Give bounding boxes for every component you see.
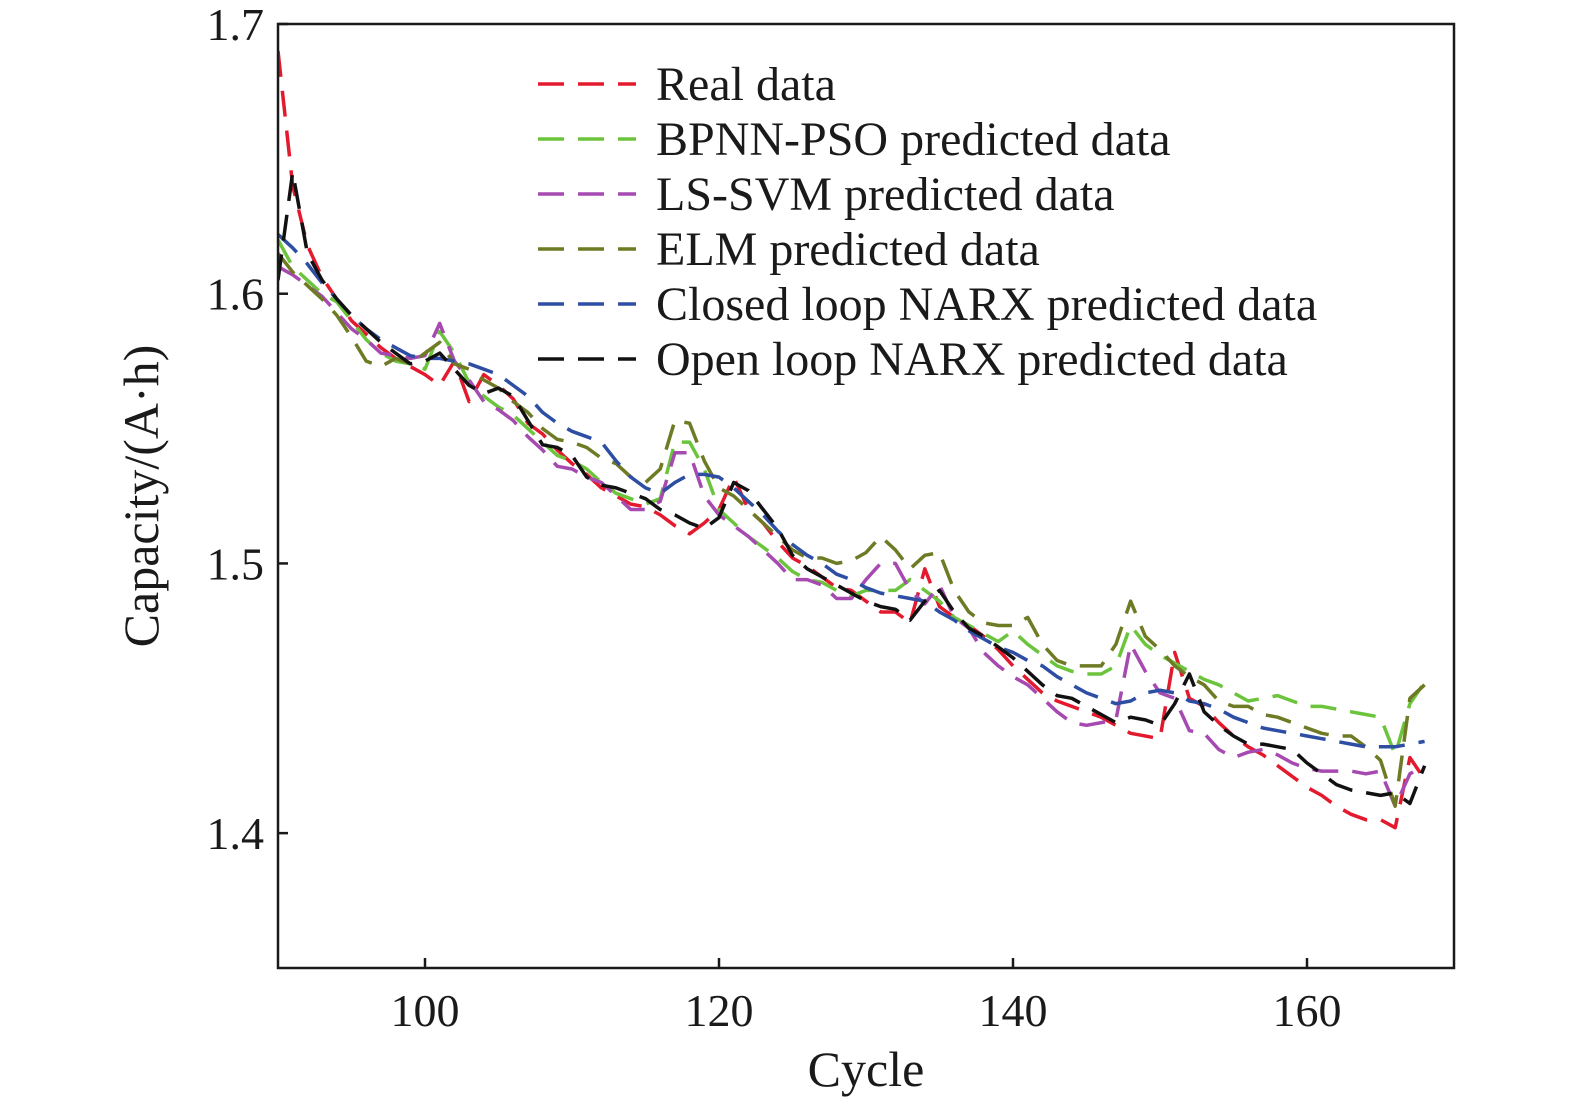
legend-label-2: BPNN-PSO predicted data bbox=[656, 113, 1171, 166]
series-line-1 bbox=[278, 50, 1427, 830]
x-tick-label: 160 bbox=[1273, 985, 1342, 1036]
x-axis: 100 120 140 160 bbox=[391, 958, 1342, 1036]
series-line-5 bbox=[278, 233, 1425, 749]
y-axis-title: Capacity/(A·h) bbox=[113, 345, 169, 648]
x-tick-label: 120 bbox=[685, 985, 754, 1036]
legend-label-6: Open loop NARX predicted data bbox=[656, 333, 1288, 386]
plot-frame bbox=[276, 22, 1456, 970]
series-line-4 bbox=[278, 252, 1426, 808]
legend-label-4: ELM predicted data bbox=[656, 223, 1040, 276]
y-tick-label: 1.7 bbox=[207, 0, 265, 50]
legend-label-3: LS-SVM predicted data bbox=[656, 168, 1115, 221]
y-tick-label: 1.4 bbox=[207, 808, 265, 859]
x-tick-label: 100 bbox=[391, 985, 460, 1036]
series-lines bbox=[278, 50, 1427, 830]
y-tick-label: 1.5 bbox=[207, 538, 265, 589]
x-tick-label: 140 bbox=[979, 985, 1048, 1036]
y-tick-label: 1.6 bbox=[207, 269, 265, 320]
y-axis: 1.4 1.5 1.6 1.7 bbox=[207, 0, 288, 859]
legend-label-1: Real data bbox=[656, 58, 836, 111]
series-line-3 bbox=[278, 265, 1426, 808]
legend-label-5: Closed loop NARX predicted data bbox=[656, 278, 1317, 331]
series-line-6 bbox=[278, 170, 1427, 806]
x-axis-title: Cycle bbox=[808, 1041, 925, 1097]
